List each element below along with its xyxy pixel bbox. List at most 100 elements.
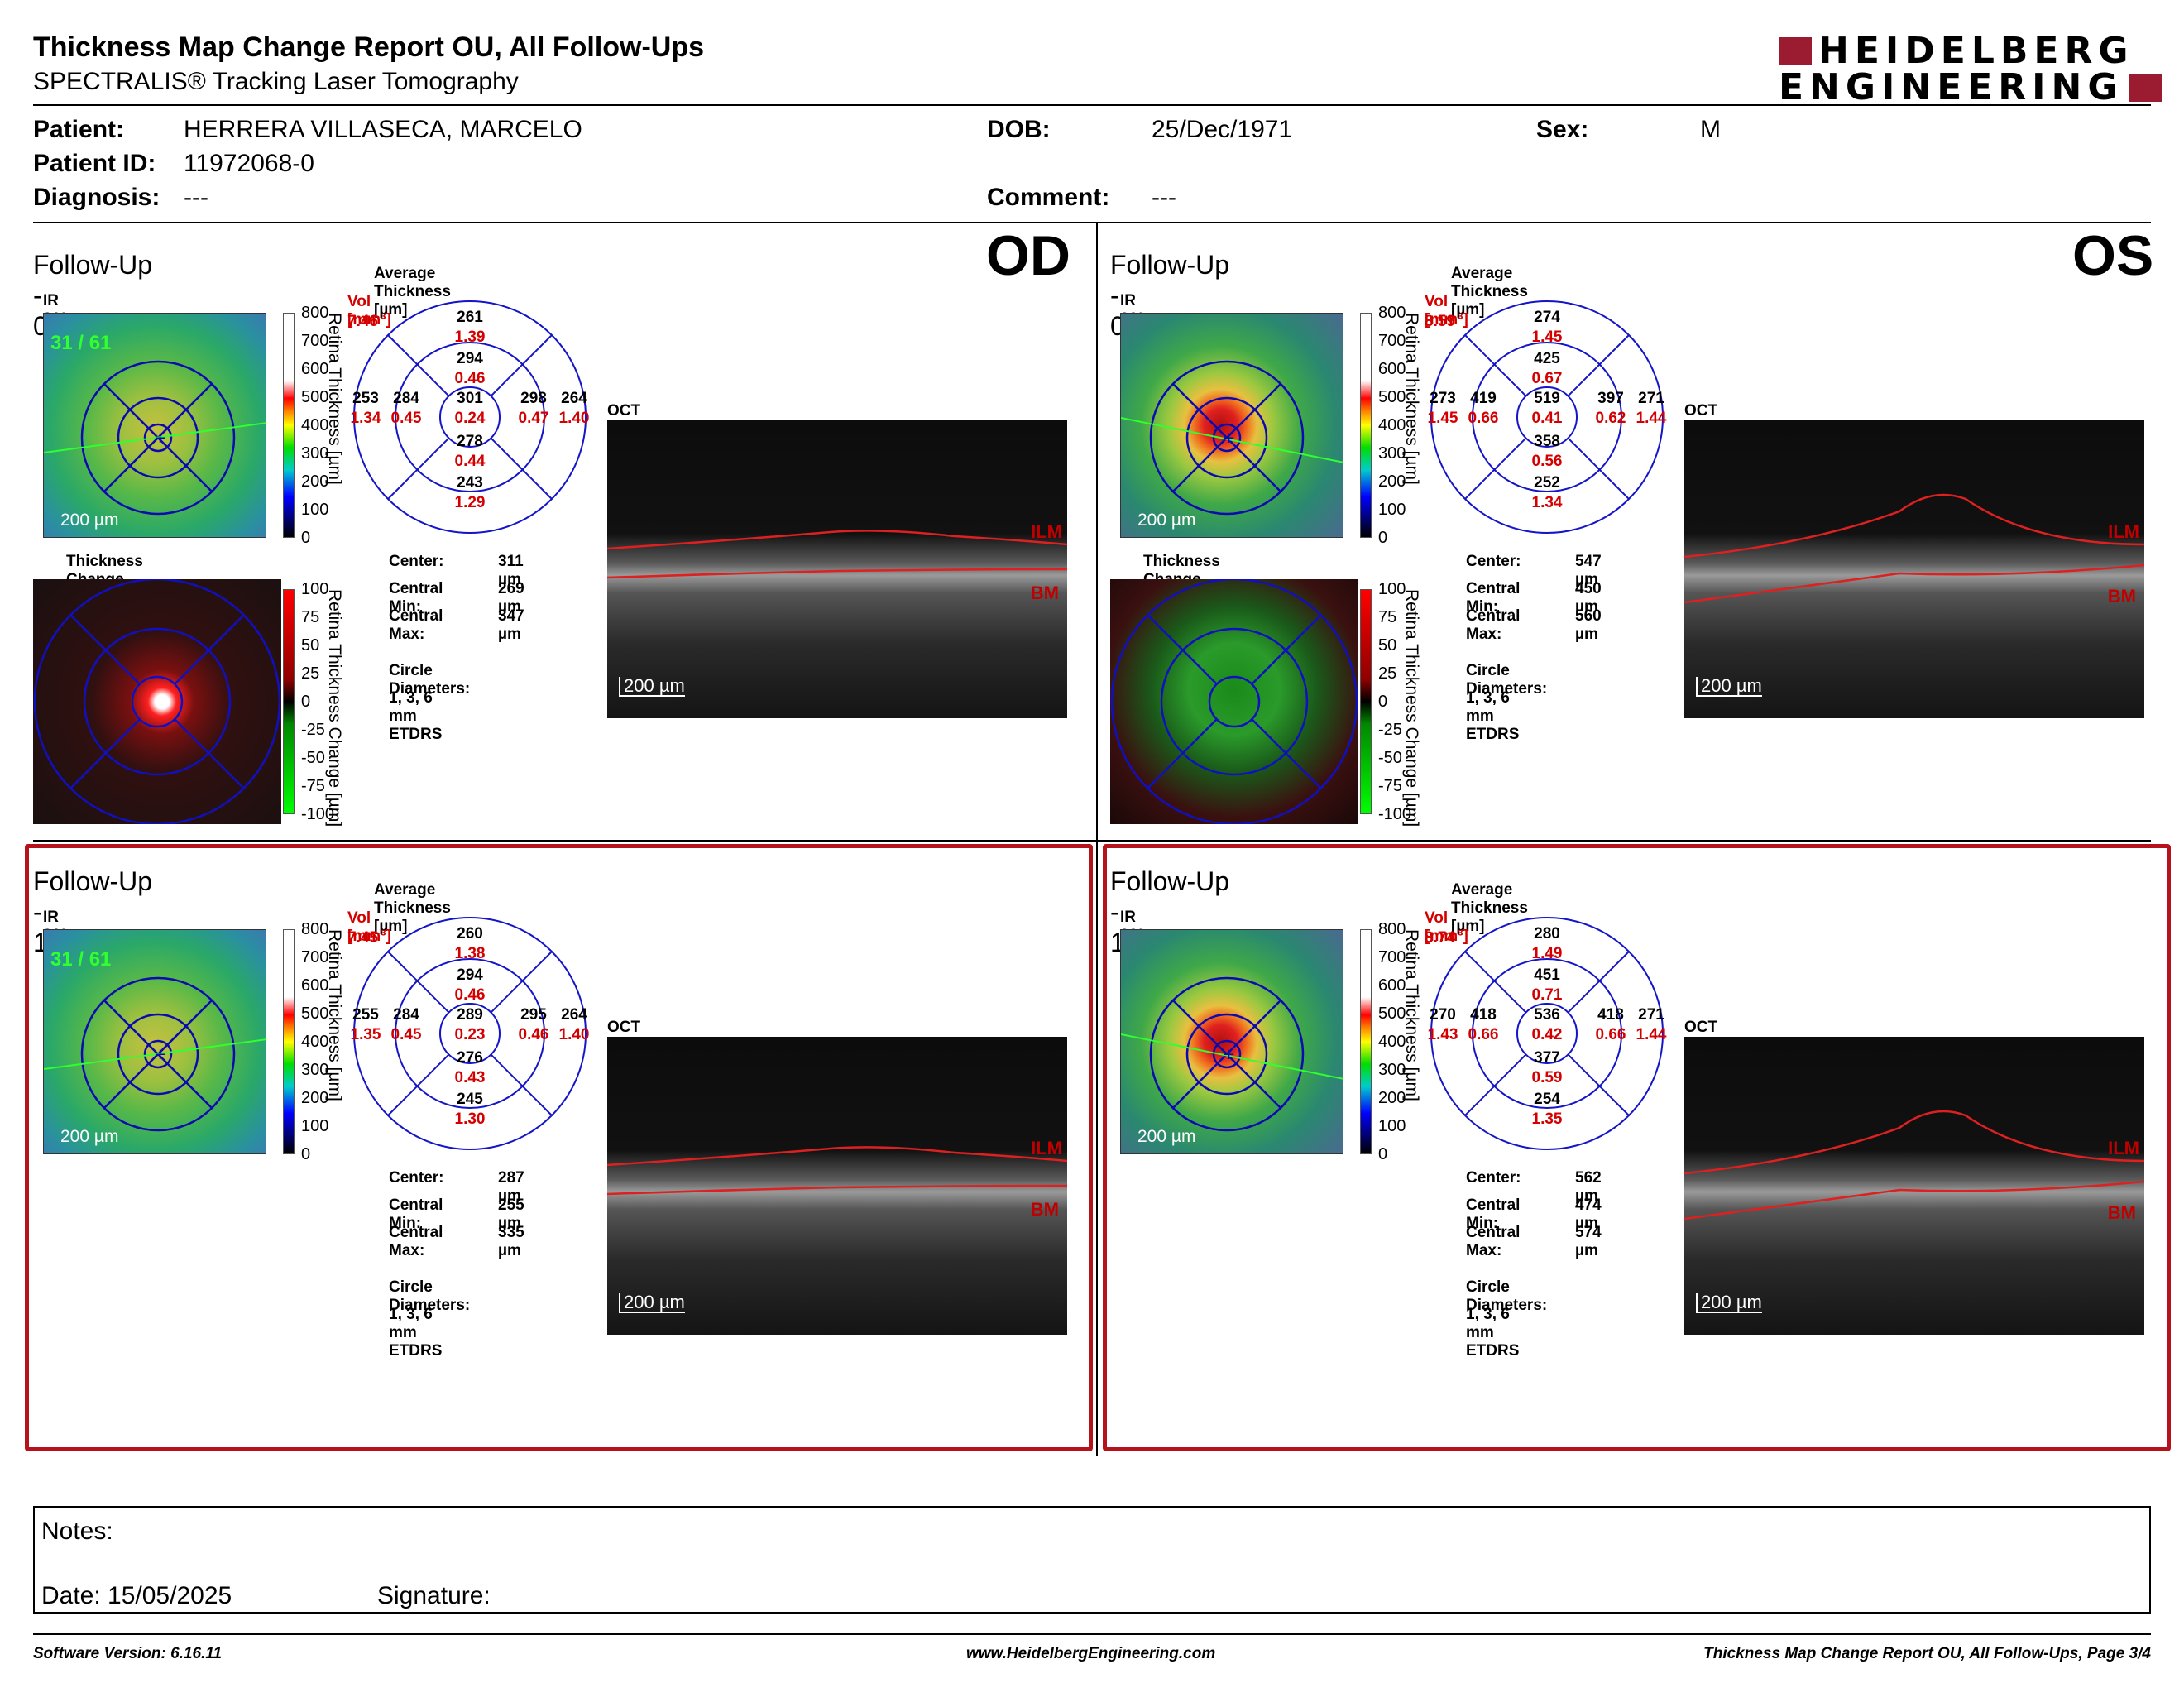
colorbar-tick: 25	[301, 664, 320, 683]
sector-volume: 1.44	[1636, 1026, 1667, 1043]
central-max-value: 335 µm	[498, 1224, 524, 1259]
sector-thickness: 271	[1638, 390, 1664, 407]
os-eye-label: OS	[2072, 224, 2154, 287]
sector-volume: 1.40	[558, 1026, 590, 1043]
sector-thickness: 284	[393, 390, 419, 407]
fundus-scale-bar: 200 µm	[1138, 511, 1196, 530]
od-eye-label: OD	[986, 224, 1070, 287]
sector-volume: 1.49	[1531, 945, 1563, 962]
patient-label: Patient:	[33, 116, 125, 143]
ir-fundus-image: + 200 µm	[1120, 929, 1343, 1154]
colorbar-tick: 100	[301, 501, 329, 519]
colorbar-tick: 200	[301, 472, 329, 491]
colorbar-tick: 600	[301, 360, 329, 378]
colorbar-tick: 300	[1378, 1061, 1406, 1079]
sex-value: M	[1700, 116, 1721, 143]
thickness-change-map	[1110, 579, 1358, 824]
fundus-grid-overlay: +	[44, 976, 266, 1132]
circle-diameters-label: Circle Diameters:	[1466, 1278, 1548, 1314]
colorbar	[1360, 589, 1372, 814]
etdrs-sector-c: 536 0.42	[1521, 1005, 1573, 1045]
colorbar-title: Retina Thickness Change [µm]	[1402, 589, 1421, 827]
comment-value: ---	[1152, 184, 1176, 211]
sector-thickness: 397	[1597, 390, 1624, 407]
sector-volume: 1.38	[454, 945, 486, 962]
etdrs-sector-tmp_out: 273 1.45	[1416, 389, 1469, 429]
colorbar-tick: 0	[1378, 529, 1388, 547]
etdrs-sector-inf_in: 278 0.44	[443, 432, 496, 472]
circle-diameters-value: 1, 3, 6 mm ETDRS	[1466, 1306, 1520, 1360]
central-min-label: Central Min:	[1466, 580, 1521, 616]
etdrs-sector-c: 519 0.41	[1521, 389, 1573, 429]
oct-scale-bar: 200 µm	[1696, 1293, 1762, 1313]
center-label: Center:	[1466, 553, 1521, 570]
colorbar	[283, 589, 295, 814]
etdrs-sector-inf_in: 377 0.59	[1521, 1048, 1573, 1088]
svg-text:+: +	[154, 1046, 166, 1063]
central-max-label: Central Max:	[1466, 1224, 1521, 1259]
etdrs-sector-inf_out: 254 1.35	[1521, 1090, 1573, 1129]
fundus-grid-overlay: +	[1121, 360, 1343, 516]
dob-label: DOB:	[987, 116, 1051, 143]
colorbar-tick: 0	[301, 693, 311, 711]
etdrs-sector-sup_out: 280 1.49	[1521, 924, 1573, 964]
colorbar-tick: 100	[301, 580, 329, 598]
central-min-value: 255 µm	[498, 1196, 524, 1232]
ilm-label: ILM	[2108, 1138, 2139, 1158]
etdrs-sector-tmp_in: 418 0.66	[1457, 1005, 1510, 1045]
sector-volume: 0.71	[1531, 986, 1563, 1004]
oct-bscan-image: ILM BM 200 µm	[607, 420, 1067, 718]
colorbar-title: Retina Thickness [µm]	[325, 929, 344, 1101]
oct-scale-bar: 200 µm	[619, 677, 685, 697]
colorbar-tick: 700	[1378, 332, 1406, 350]
fixation-text: 31 / 61	[50, 332, 112, 354]
sector-volume: 0.23	[454, 1026, 486, 1043]
sector-thickness: 419	[1470, 390, 1497, 407]
central-min-value: 269 µm	[498, 580, 524, 616]
sector-volume: 0.43	[454, 1069, 486, 1086]
circle-diameters-label: Circle Diameters:	[1466, 662, 1548, 698]
etdrs-sector-inf_in: 276 0.43	[443, 1048, 496, 1088]
notes-box: Notes: Date: 15/05/2025 Signature:	[33, 1506, 2151, 1614]
center-value: 547 µm	[1575, 553, 1602, 588]
ilm-label: ILM	[2108, 521, 2139, 542]
circle-diameters-value: 1, 3, 6 mm ETDRS	[389, 689, 443, 743]
sector-volume: 1.39	[454, 328, 486, 346]
sector-volume: 1.45	[1531, 328, 1563, 346]
etdrs-grid	[353, 917, 587, 1150]
etdrs-sector-tmp_out: 255 1.35	[339, 1005, 392, 1045]
vol-label: Vol [mm³]	[1425, 293, 1468, 328]
sector-volume: 0.41	[1531, 410, 1563, 427]
website-link[interactable]: www.HeidelbergEngineering.com	[966, 1645, 1216, 1662]
colorbar-tick: 0	[1378, 1145, 1388, 1163]
sector-volume: 0.46	[454, 370, 486, 387]
sector-volume: 0.67	[1531, 370, 1563, 387]
etdrs-sector-tmp_out: 270 1.43	[1416, 1005, 1469, 1045]
colorbar-tick: -25	[301, 721, 325, 739]
colorbar-tick: 500	[301, 1005, 329, 1023]
oct-bscan-image: ILM BM 200 µm	[1684, 1037, 2144, 1335]
central-max-value: 347 µm	[498, 607, 524, 643]
bm-label: BM	[1030, 583, 1059, 603]
etdrs-sector-inf_in: 358 0.56	[1521, 432, 1573, 472]
etdrs-sector-inf_out: 252 1.34	[1521, 473, 1573, 513]
sector-volume: 0.47	[518, 410, 549, 427]
ilm-label: ILM	[1031, 521, 1062, 542]
sector-volume: 0.45	[390, 1026, 422, 1043]
colorbar	[283, 929, 295, 1154]
colorbar-tick: 50	[301, 636, 320, 655]
logo-line1: HEIDELBERG	[1818, 30, 2134, 72]
colorbar-title: Retina Thickness [µm]	[325, 313, 344, 485]
colorbar-tick: 800	[1378, 920, 1406, 938]
colorbar-tick: -50	[1378, 749, 1402, 767]
central-max-value: 560 µm	[1575, 607, 1602, 643]
diagnosis-value: ---	[184, 184, 208, 211]
report-title: Thickness Map Change Report OU, All Foll…	[33, 31, 705, 63]
sector-thickness: 273	[1430, 390, 1456, 407]
etdrs-sector-sup_out: 260 1.38	[443, 924, 496, 964]
avg-thickness-title: Average Thickness [µm]	[1451, 881, 1528, 935]
colorbar	[283, 313, 295, 538]
sector-volume: 1.43	[1427, 1026, 1458, 1043]
sector-thickness: 260	[457, 925, 483, 942]
sector-thickness: 295	[520, 1006, 547, 1024]
